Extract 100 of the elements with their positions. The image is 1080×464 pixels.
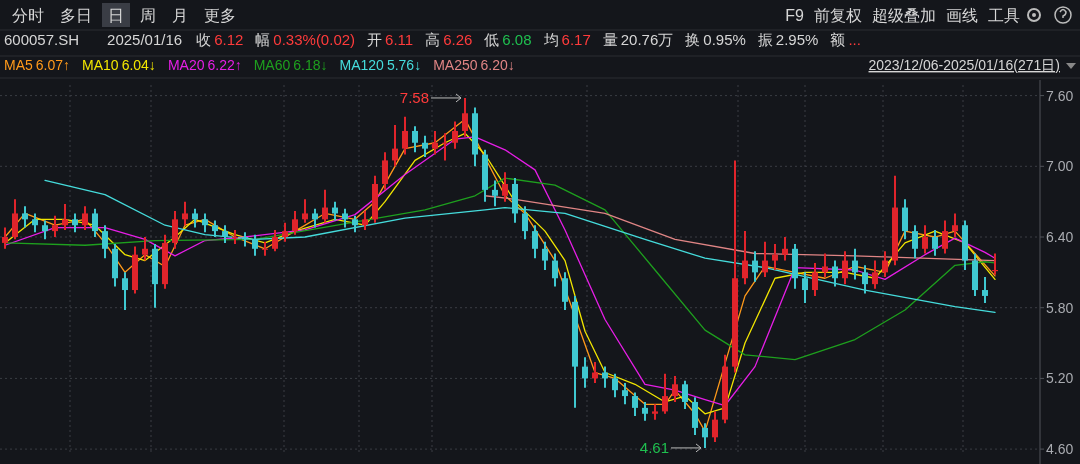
- candlestick: [312, 207, 318, 229]
- text: 6.18↓: [293, 57, 328, 73]
- candlestick: [502, 171, 508, 203]
- candlestick: [952, 212, 958, 239]
- candlestick: [272, 228, 278, 253]
- text: 收: [196, 31, 212, 48]
- text: 6.07↑: [35, 57, 71, 73]
- candlestick: [912, 224, 918, 260]
- text: MA120: [339, 57, 385, 73]
- text: 6.26: [443, 31, 473, 48]
- text: 0.33%(0.02): [273, 31, 356, 48]
- candlestick: [762, 240, 768, 279]
- candlestick: [462, 96, 468, 138]
- candlestick: [192, 207, 198, 229]
- candlestick: [832, 259, 838, 288]
- candlestick: [712, 410, 718, 444]
- chart-title: 600057.SH: [4, 31, 80, 48]
- candlestick: [552, 252, 558, 288]
- candlestick: [822, 252, 828, 279]
- candlestick: [492, 179, 498, 208]
- candlestick: [402, 115, 408, 156]
- text: 开: [367, 31, 383, 48]
- candlestick: [882, 250, 888, 279]
- candlestick: [862, 264, 868, 295]
- text: 分时: [12, 7, 44, 24]
- text: 低: [484, 31, 500, 48]
- annotation: 4.61: [639, 438, 669, 456]
- candlestick: [642, 400, 648, 422]
- candlestick: [72, 212, 78, 234]
- text: 月: [172, 7, 188, 24]
- text: 幅: [255, 31, 271, 48]
- line-series: [44, 179, 996, 314]
- candlestick: [932, 228, 938, 257]
- text: MA250: [433, 57, 478, 73]
- y-tick-label: 7.00: [1046, 158, 1074, 175]
- text: MA20: [167, 57, 205, 73]
- candlestick: [782, 236, 788, 262]
- candlestick: [442, 132, 448, 162]
- text: 换: [685, 31, 701, 48]
- text: 工具: [988, 7, 1020, 24]
- text: ...: [848, 31, 861, 48]
- candlestick: [302, 198, 308, 224]
- candlestick: [32, 212, 38, 234]
- candlestick: [62, 203, 68, 231]
- candlestick: [142, 236, 148, 262]
- candlestick: [922, 224, 928, 255]
- candlestick: [422, 134, 428, 158]
- y-tick-label: 4.60: [1046, 441, 1074, 458]
- text: 周: [140, 7, 156, 24]
- text: 高: [425, 31, 441, 48]
- line-series: [484, 195, 996, 262]
- candlestick: [412, 125, 418, 154]
- candlestick: [172, 210, 178, 250]
- y-tick-label: 6.40: [1046, 229, 1074, 246]
- candlestick: [42, 219, 48, 241]
- text: 更多: [204, 7, 236, 24]
- candlestick: [342, 207, 348, 229]
- candlestick: [532, 224, 538, 260]
- candlestick: [2, 226, 8, 250]
- candlestick: [362, 210, 368, 231]
- candlestick: [682, 379, 688, 411]
- candlestick: [632, 391, 638, 418]
- candlestick: [22, 205, 28, 229]
- candlestick: [262, 240, 268, 257]
- candlestick: [872, 259, 878, 290]
- text: 画线: [946, 7, 978, 24]
- y-tick-label: 5.80: [1046, 299, 1074, 316]
- candlestick: [522, 205, 528, 241]
- candlestick: [802, 271, 808, 304]
- candlestick: [232, 228, 238, 246]
- text: 前复权: [814, 7, 862, 24]
- candlestick: [702, 422, 708, 449]
- candlestick: [432, 129, 438, 156]
- candlestick: [852, 247, 858, 281]
- text: 振: [757, 31, 773, 48]
- text: 20.76万: [620, 31, 674, 48]
- text: MA5: [4, 57, 33, 73]
- candlestick: [452, 120, 458, 150]
- candlestick: [92, 207, 98, 239]
- text: F9: [785, 7, 805, 24]
- text: 均: [542, 31, 559, 48]
- text: MA10: [82, 57, 119, 73]
- candlestick: [392, 124, 398, 168]
- candlestick: [122, 271, 128, 312]
- candlestick: [12, 198, 18, 241]
- annotation: 7.58: [399, 88, 429, 106]
- candlestick: [982, 276, 988, 304]
- text: 6.20↓: [480, 57, 515, 73]
- candlestick: [812, 261, 818, 297]
- candlestick: [582, 356, 588, 389]
- candlestick: [202, 212, 208, 234]
- text: 2.95%: [775, 31, 819, 48]
- candlestick: [322, 188, 328, 224]
- candlestick: [742, 230, 748, 286]
- candlestick: [252, 233, 258, 257]
- candlestick: [182, 200, 188, 227]
- line-series: [4, 177, 996, 361]
- candlestick: [902, 198, 908, 241]
- candlestick: [382, 151, 388, 191]
- text: 6.12: [214, 31, 244, 48]
